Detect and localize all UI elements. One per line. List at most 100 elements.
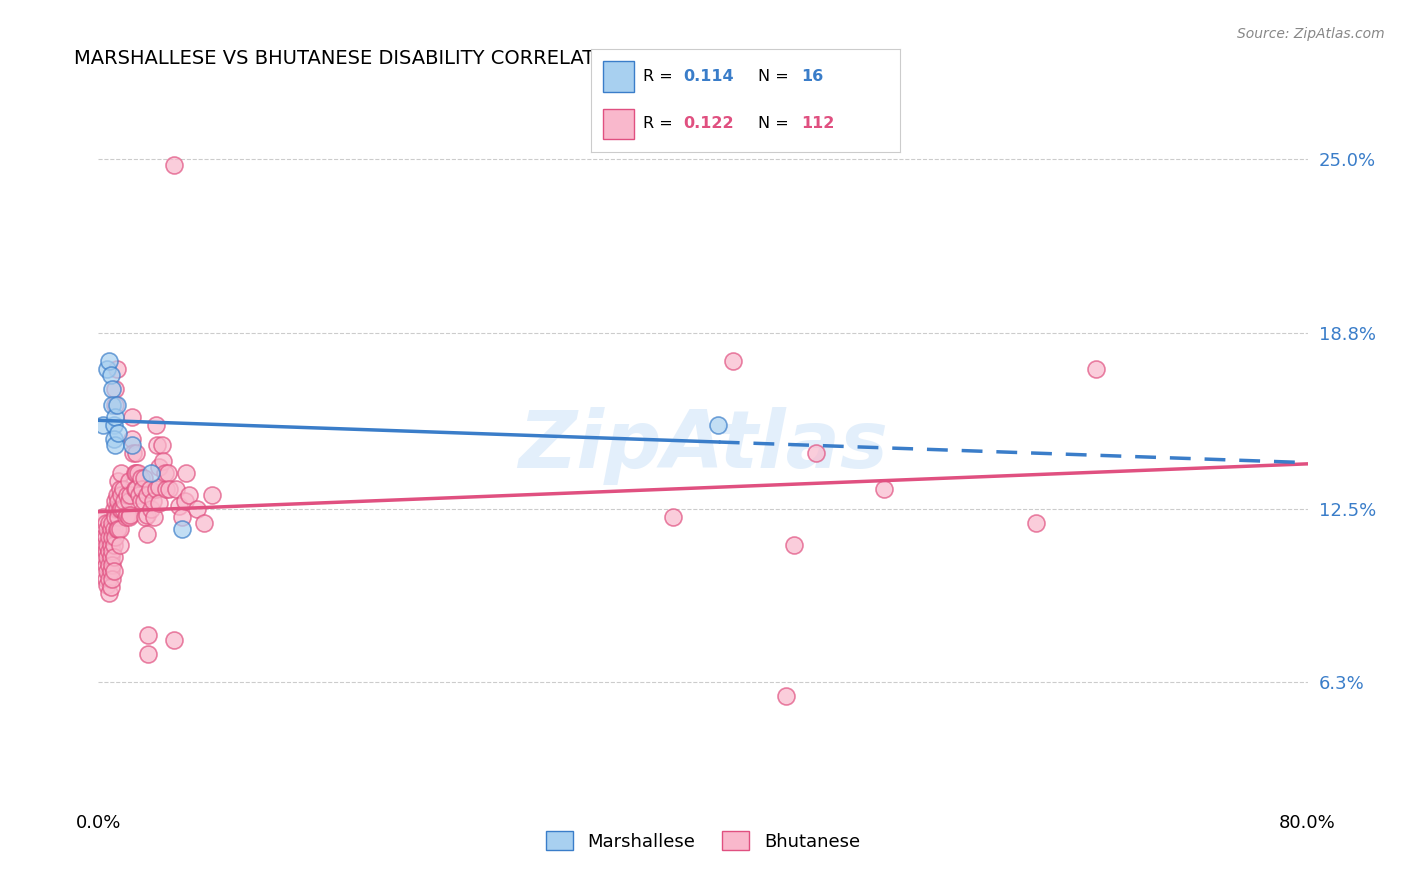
Point <box>129 471 152 485</box>
Point <box>103 549 125 564</box>
Point <box>94 544 117 558</box>
Bar <box>603 109 634 139</box>
Point <box>103 417 125 432</box>
Point <box>723 353 745 368</box>
Point <box>101 544 124 558</box>
Point <box>141 502 163 516</box>
Point <box>104 382 127 396</box>
Point <box>101 399 124 413</box>
Point <box>94 572 117 586</box>
Point <box>159 483 181 497</box>
Point <box>120 488 142 502</box>
Point <box>98 586 121 600</box>
Point <box>107 493 129 508</box>
Point <box>93 530 115 544</box>
Point <box>131 483 153 497</box>
Point <box>110 502 132 516</box>
Point <box>121 432 143 446</box>
Point <box>1024 516 1046 530</box>
Point <box>132 493 155 508</box>
Point <box>135 508 157 522</box>
Point <box>118 474 141 488</box>
Point <box>96 522 118 536</box>
Point <box>100 538 122 552</box>
Point <box>153 466 176 480</box>
Point <box>186 502 208 516</box>
Point <box>104 437 127 451</box>
Point <box>139 483 162 497</box>
Point <box>98 516 121 530</box>
Point <box>100 564 122 578</box>
Point <box>163 633 186 648</box>
Point <box>103 432 125 446</box>
Point <box>103 564 125 578</box>
Point <box>707 417 730 432</box>
Point <box>1085 362 1108 376</box>
Point <box>125 446 148 460</box>
Point <box>873 483 896 497</box>
Point <box>163 158 186 172</box>
Point <box>170 510 193 524</box>
Point <box>129 493 152 508</box>
Point <box>134 510 156 524</box>
Point <box>101 516 124 530</box>
Point <box>100 368 122 382</box>
Point <box>193 516 215 530</box>
Point <box>783 538 806 552</box>
Point <box>136 648 159 662</box>
Point <box>103 538 125 552</box>
Text: N =: N = <box>758 70 793 84</box>
Point <box>105 522 128 536</box>
Point <box>141 466 163 480</box>
Point <box>100 549 122 564</box>
Point <box>98 558 121 572</box>
Point <box>135 527 157 541</box>
Point <box>661 510 683 524</box>
Point <box>100 522 122 536</box>
Text: ZipAtlas: ZipAtlas <box>517 407 889 485</box>
Point <box>111 502 134 516</box>
Point <box>124 466 146 480</box>
Point <box>167 499 190 513</box>
Point <box>115 508 138 522</box>
Point <box>96 564 118 578</box>
Point <box>112 493 135 508</box>
Point <box>148 496 170 510</box>
Point <box>136 628 159 642</box>
Point <box>120 508 142 522</box>
Point <box>775 690 797 704</box>
Text: 0.122: 0.122 <box>683 117 734 131</box>
Point <box>91 510 114 524</box>
Point <box>107 474 129 488</box>
Point <box>110 488 132 502</box>
Point <box>122 446 145 460</box>
Point <box>170 522 193 536</box>
Text: 0.114: 0.114 <box>683 70 734 84</box>
Point <box>174 466 197 480</box>
Point <box>101 558 124 572</box>
Point <box>104 530 127 544</box>
Point <box>110 466 132 480</box>
Point <box>103 502 125 516</box>
Point <box>150 437 173 451</box>
Point <box>100 580 122 594</box>
Point <box>146 437 169 451</box>
Point <box>179 488 201 502</box>
Point <box>105 502 128 516</box>
Text: R =: R = <box>643 70 678 84</box>
Point <box>132 471 155 485</box>
Point <box>98 530 121 544</box>
Point <box>124 483 146 497</box>
Point <box>165 483 187 497</box>
Point <box>107 426 129 441</box>
Point <box>148 460 170 475</box>
Text: MARSHALLESE VS BHUTANESE DISABILITY CORRELATION CHART: MARSHALLESE VS BHUTANESE DISABILITY CORR… <box>75 49 702 68</box>
Text: R =: R = <box>643 117 678 131</box>
Point <box>96 577 118 591</box>
Point <box>201 488 224 502</box>
Text: Source: ZipAtlas.com: Source: ZipAtlas.com <box>1237 27 1385 41</box>
Point <box>155 483 177 497</box>
Point <box>94 516 117 530</box>
Point <box>93 538 115 552</box>
Point <box>96 362 118 376</box>
